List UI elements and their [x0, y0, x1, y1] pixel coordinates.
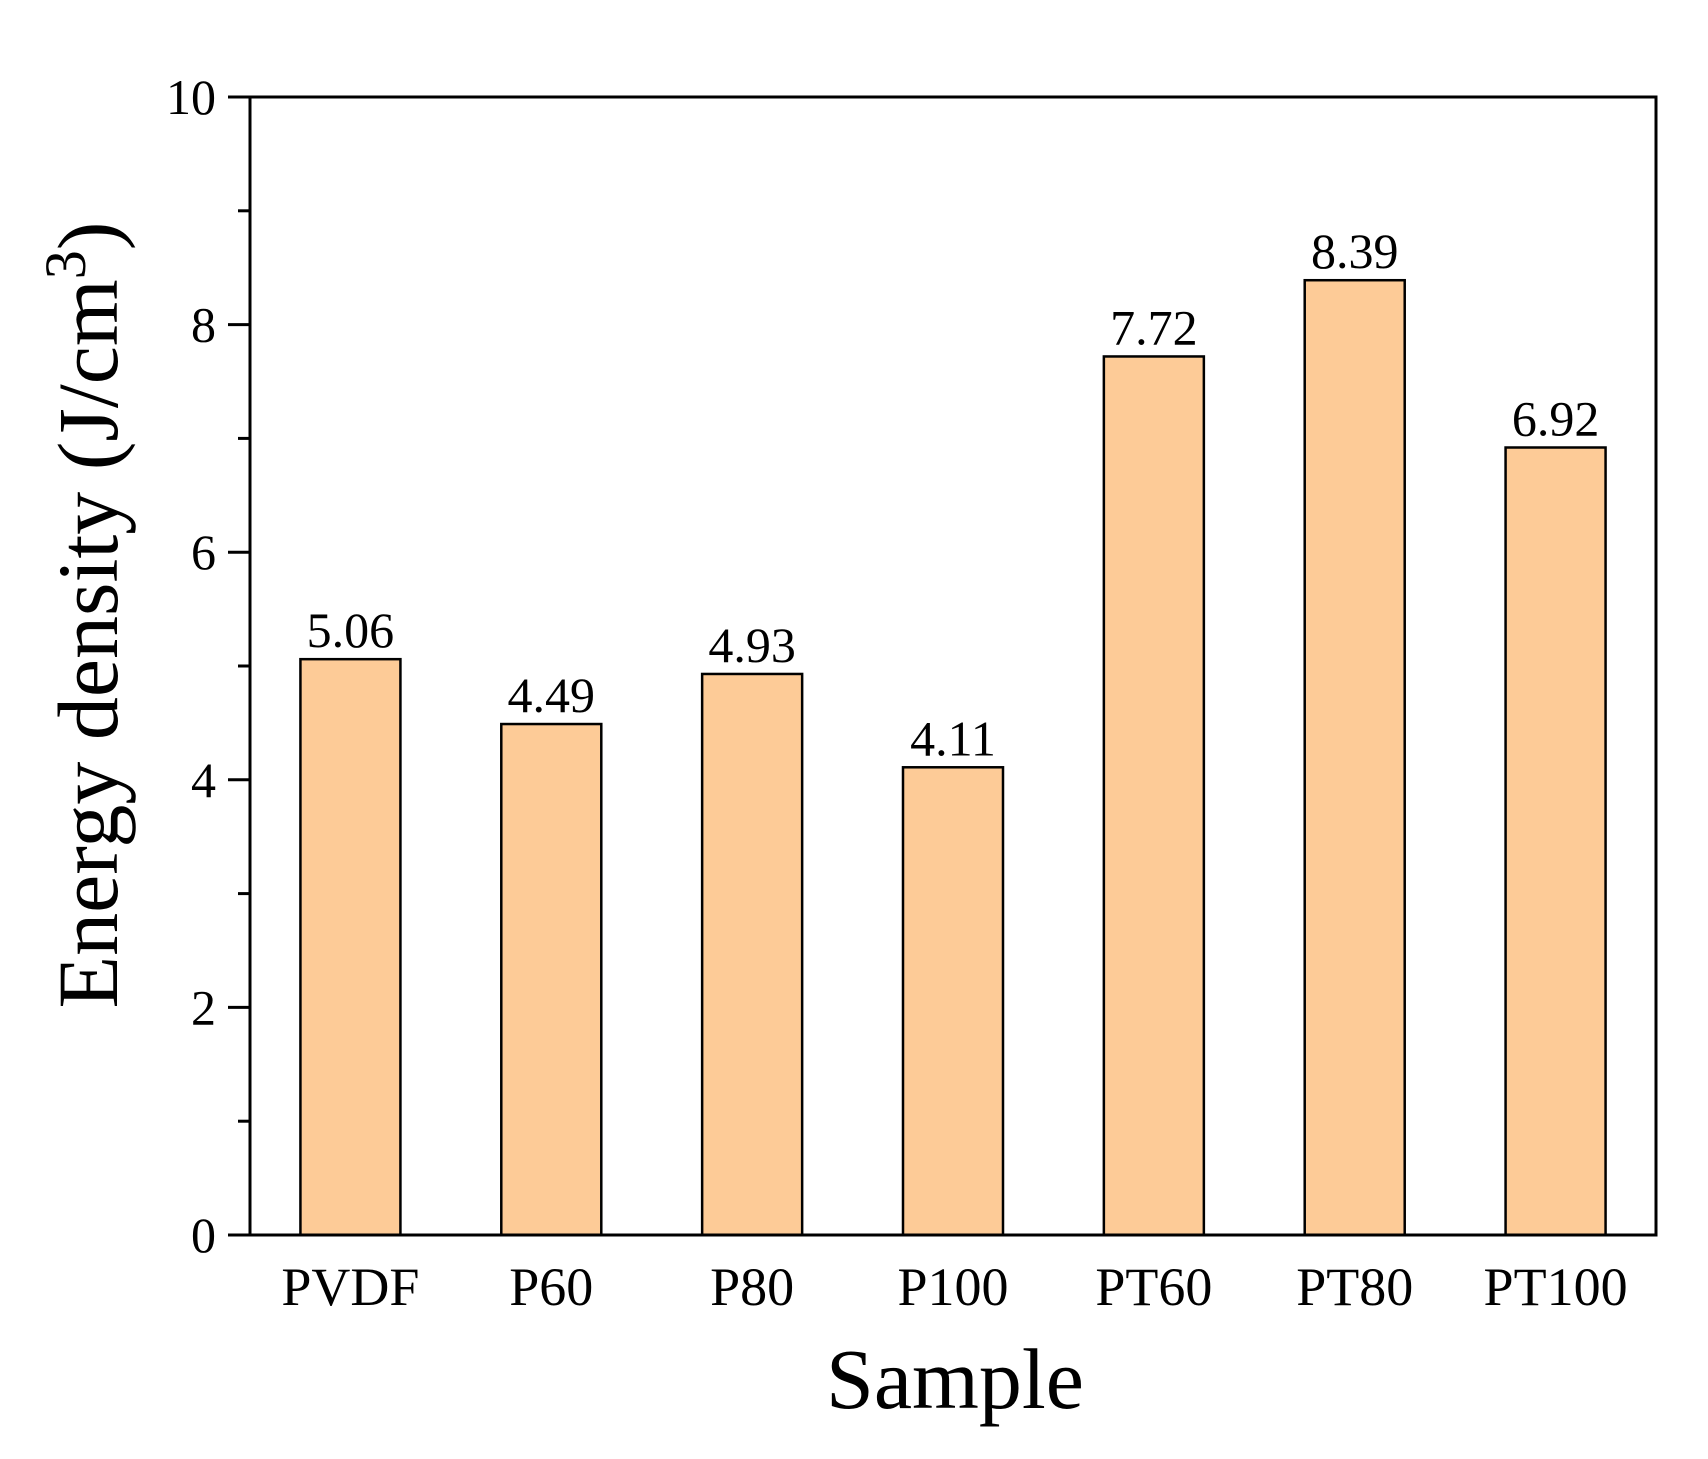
value-label-pt80: 8.39	[1311, 223, 1399, 279]
value-label-pt60: 7.72	[1110, 299, 1198, 355]
bar-pvdf	[299, 657, 402, 1237]
y-tick-label-10: 10	[166, 69, 216, 125]
x-tick-label-pt80: PT80	[1296, 1257, 1413, 1317]
y-tick-label-2: 2	[191, 979, 216, 1035]
bar-p100	[901, 766, 1005, 1237]
y-axis-title-main: Energy density (J/cm	[40, 279, 136, 1008]
x-tick-label-p60: P60	[509, 1257, 593, 1317]
x-axis-title: Sample	[826, 1331, 1084, 1427]
bar-pt60	[1102, 355, 1206, 1237]
y-axis-title-superscript: 3	[33, 250, 98, 279]
y-tick-label-6: 6	[191, 524, 216, 580]
value-label-p80: 4.93	[708, 617, 796, 673]
value-label-pvdf: 5.06	[307, 602, 395, 658]
axes-layer	[228, 95, 1658, 1237]
bars-layer	[299, 278, 1607, 1237]
value-label-pt100: 6.92	[1512, 391, 1600, 447]
y-tick-label-4: 4	[191, 752, 216, 808]
value-label-p100: 4.11	[910, 710, 996, 766]
labels-layer: 5.06 PVDF 4.49 P60 4.93 P80 4.11 P100 7.72 PT60 8.…	[166, 69, 1628, 1317]
y-tick-label-0: 0	[191, 1207, 216, 1263]
x-tick-label-p80: P80	[710, 1257, 794, 1317]
bar-p60	[500, 722, 603, 1237]
bar-pt80	[1303, 278, 1406, 1237]
x-tick-label-p100: P100	[897, 1257, 1008, 1317]
y-tick-label-8: 8	[191, 297, 216, 353]
y-axis-title: Energy density (J/cm3)	[33, 222, 136, 1009]
value-label-p60: 4.49	[508, 667, 596, 723]
bar-pt100	[1504, 446, 1607, 1237]
x-tick-label-pt100: PT100	[1484, 1257, 1628, 1317]
x-tick-label-pt60: PT60	[1095, 1257, 1212, 1317]
bar-p80	[700, 672, 804, 1237]
y-axis-title-close: )	[40, 222, 136, 251]
x-tick-label-pvdf: PVDF	[281, 1257, 419, 1317]
